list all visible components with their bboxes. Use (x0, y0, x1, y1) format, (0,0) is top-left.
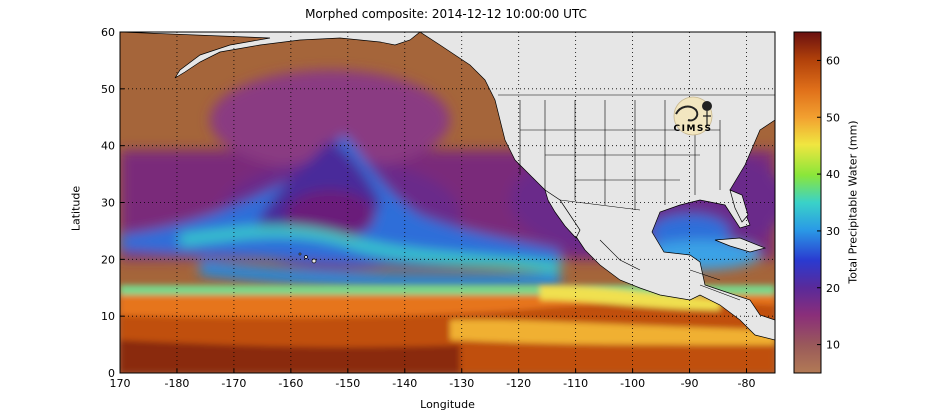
logo-text: CIMSS (674, 124, 713, 134)
y-tick-label: 60 (101, 26, 115, 39)
y-tick-label: 50 (101, 83, 115, 96)
x-tick-label: -80 (738, 377, 756, 390)
x-tick-label: -90 (681, 377, 699, 390)
x-tick-label: -130 (449, 377, 474, 390)
colorbar-tick-label: 10 (826, 339, 840, 352)
x-tick-label: -170 (221, 377, 246, 390)
cimss-logo: CIMSS (674, 96, 713, 136)
x-tick-label: -110 (563, 377, 588, 390)
y-tick-label: 20 (101, 253, 115, 266)
colorbar-tick-label: 50 (826, 111, 840, 124)
y-tick-label: 30 (101, 197, 115, 210)
chart-title: Morphed composite: 2014-12-12 10:00:00 U… (305, 7, 587, 21)
colorbar (793, 31, 822, 374)
grid (120, 32, 775, 373)
y-axis: 0 10 20 30 40 50 60 (101, 26, 124, 380)
political-boundaries (498, 94, 775, 301)
x-tick-label: -180 (164, 377, 189, 390)
y-tick-label: 10 (101, 310, 115, 323)
x-tick-label: -160 (278, 377, 303, 390)
tpw-field (120, 32, 775, 373)
colorbar-tick-label: 30 (826, 225, 840, 238)
x-tick-label: -150 (335, 377, 360, 390)
colorbar-ticks: 10 20 30 40 50 60 (817, 54, 840, 352)
x-axis-label: Longitude (420, 398, 475, 411)
x-tick-label: 170 (110, 377, 131, 390)
colorbar-tick-label: 40 (826, 168, 840, 181)
colorbar-tick-label: 60 (826, 54, 840, 67)
x-axis: 170 -180 -170 -160 -150 -140 -130 -120 -110 -100 -… (110, 369, 756, 390)
y-tick-label: 40 (101, 140, 115, 153)
x-tick-label: -120 (506, 377, 531, 390)
x-tick-label: -100 (620, 377, 645, 390)
colorbar-label: Total Precipitable Water (mm) (846, 120, 860, 284)
y-axis-label: Latitude (69, 185, 83, 232)
y-tick-label: 0 (108, 367, 115, 380)
x-tick-label: -140 (392, 377, 417, 390)
colorbar-tick-label: 20 (826, 282, 840, 295)
